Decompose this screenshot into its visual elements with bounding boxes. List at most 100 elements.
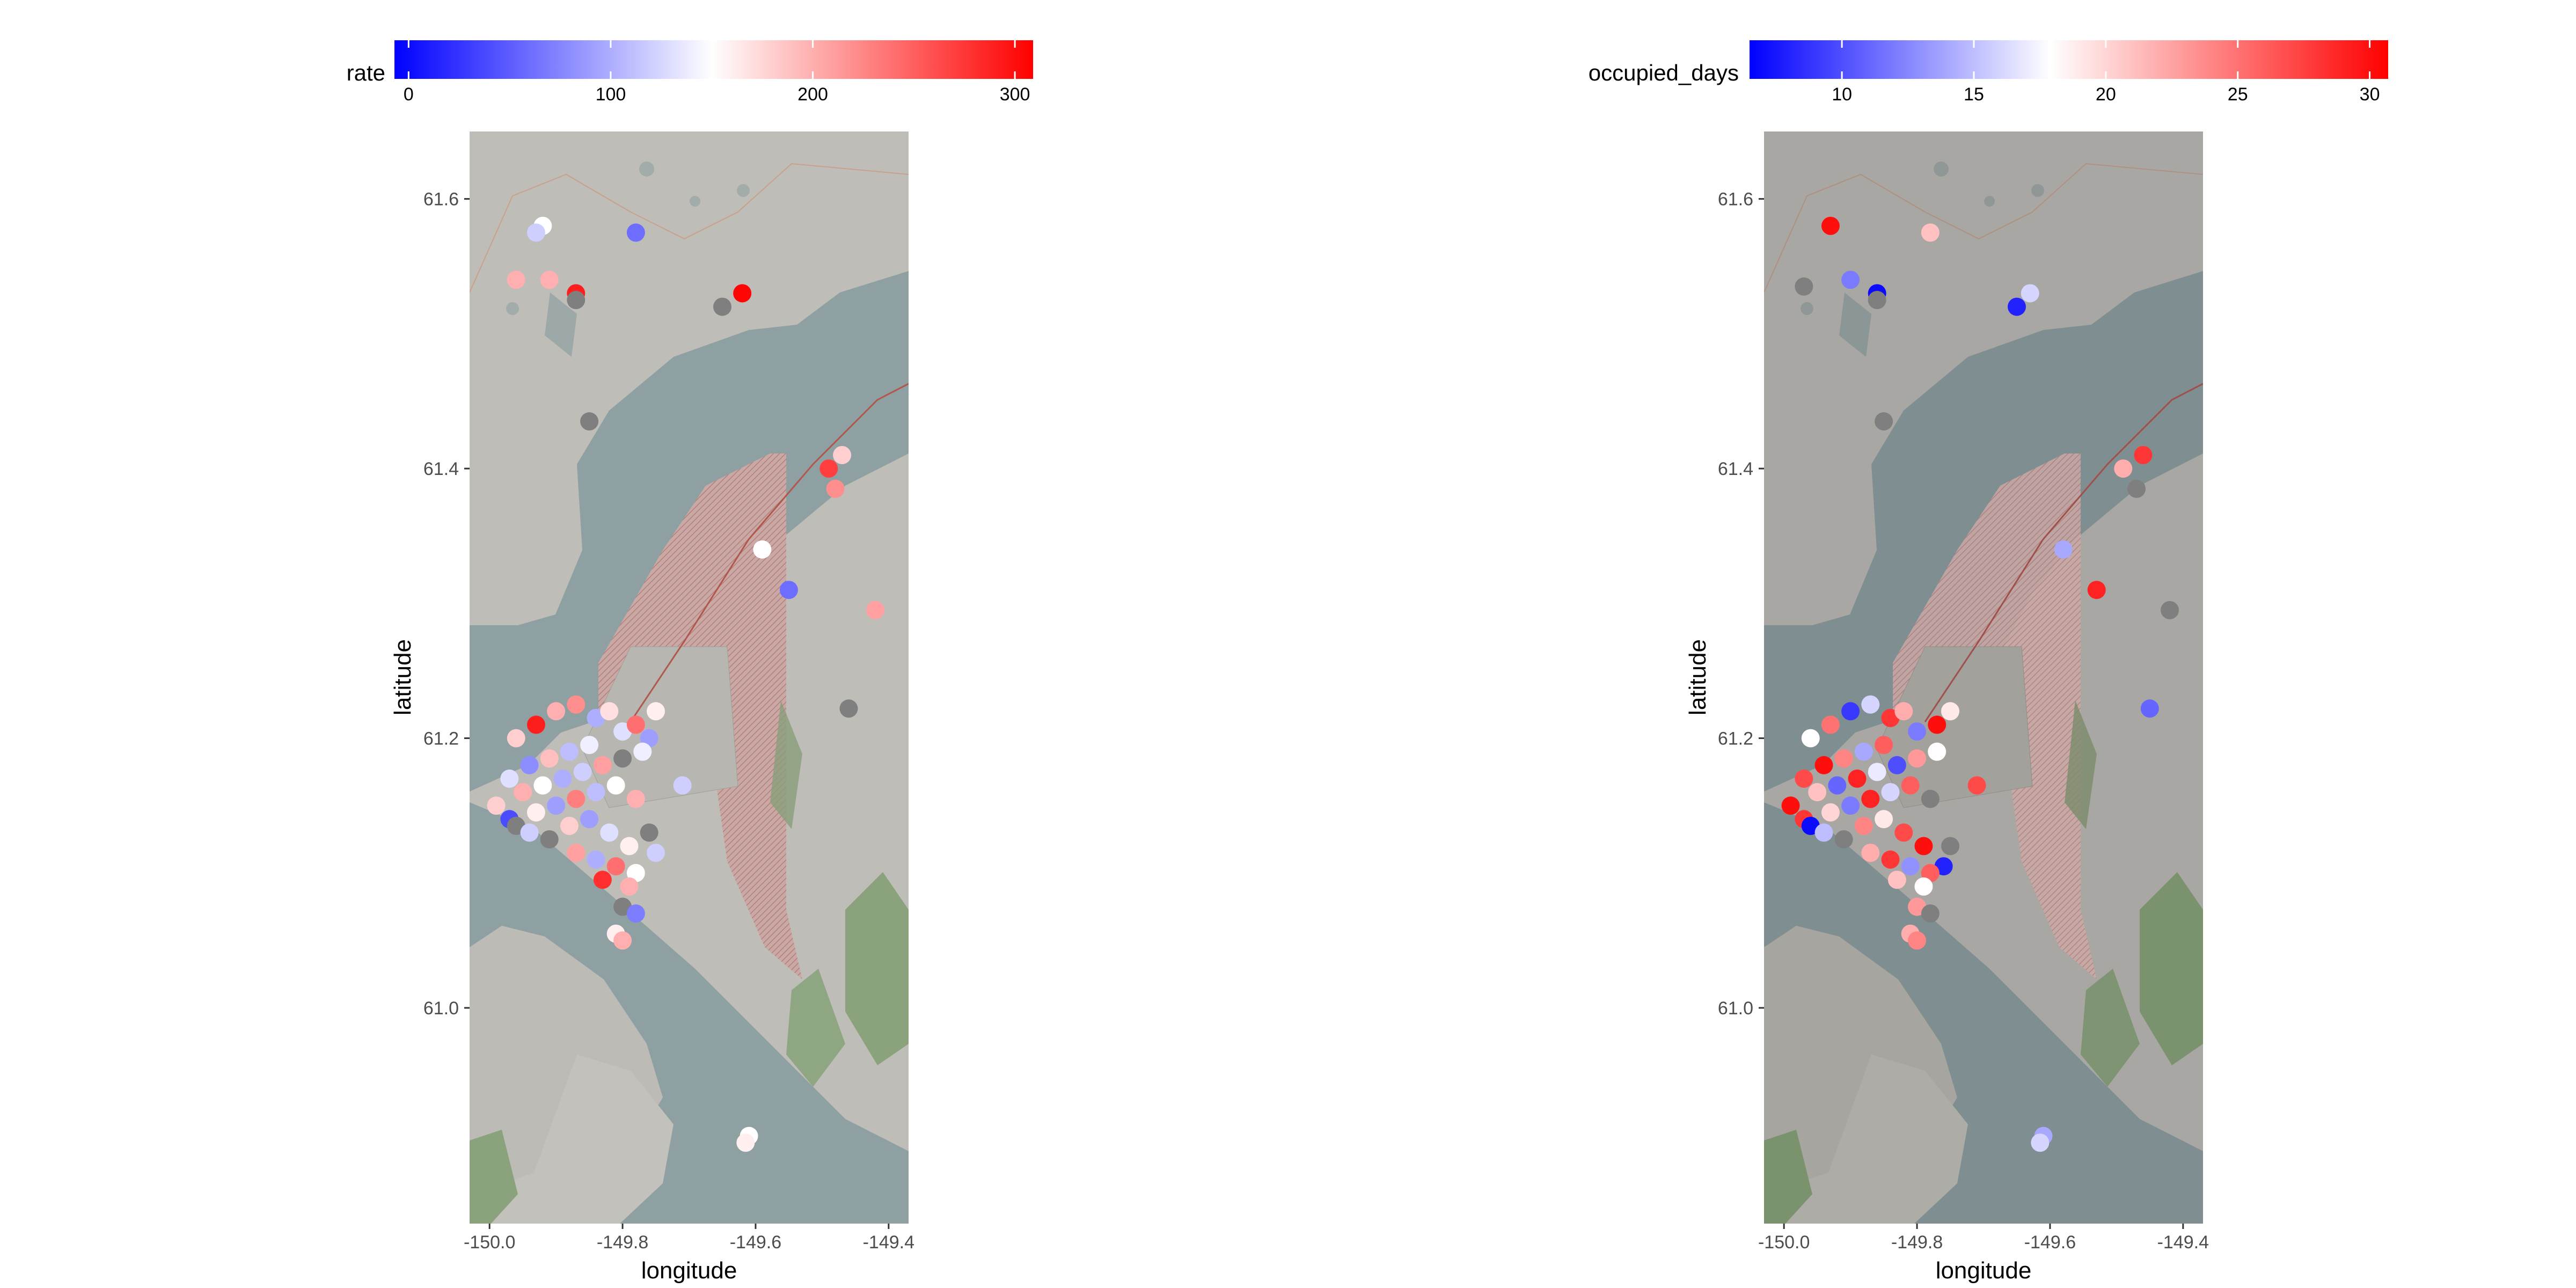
data-point	[2054, 540, 2073, 559]
data-point	[600, 823, 619, 842]
data-point	[1861, 844, 1880, 862]
data-point	[1854, 742, 1873, 761]
scatter-points	[487, 216, 885, 1152]
occupied-days-map-panel: occupied_days 10 15 20 25 30	[1589, 40, 2388, 1284]
data-point	[1901, 776, 1920, 795]
data-point	[2140, 699, 2159, 718]
data-point	[606, 857, 625, 876]
colorbar-legend: occupied_days 10 15 20 25 30	[1589, 40, 2388, 105]
data-point	[567, 695, 586, 714]
data-point	[500, 769, 519, 788]
data-point	[633, 742, 652, 761]
colorbar-ticks: 10 15 20 25 30	[1832, 40, 2380, 105]
data-point	[1894, 702, 1913, 721]
data-point	[520, 823, 539, 842]
data-point	[1821, 803, 1840, 822]
data-point	[526, 715, 545, 734]
x-axis-label: longitude	[641, 1257, 737, 1284]
data-point	[620, 877, 639, 896]
data-point	[553, 769, 572, 788]
data-point	[1881, 850, 1900, 869]
data-point	[1928, 715, 1946, 734]
y-axis-label: latitude	[1685, 639, 1711, 715]
data-point	[626, 863, 645, 882]
data-point	[1848, 769, 1867, 788]
x-tick-label: -149.8	[1891, 1232, 1943, 1253]
data-point	[580, 736, 599, 755]
colorbar-tick-label: 10	[1832, 84, 1852, 105]
data-point	[2114, 459, 2133, 478]
data-point	[640, 823, 658, 842]
data-point	[2087, 581, 2106, 599]
data-point	[1861, 695, 1880, 714]
data-point	[1821, 216, 1840, 235]
data-point	[713, 297, 731, 316]
data-point	[1781, 796, 1800, 815]
data-point	[826, 479, 845, 498]
colorbar-tick-label: 200	[797, 84, 828, 105]
data-point	[1854, 816, 1873, 835]
data-point	[1814, 823, 1833, 842]
data-point	[626, 223, 645, 242]
y-ticks: 61.0 61.2 61.4 61.6	[423, 189, 470, 1019]
x-axis: -150.0 -149.8 -149.6 -149.4 longitude	[464, 1224, 914, 1284]
data-point	[540, 749, 559, 768]
data-point	[2127, 479, 2146, 498]
colorbar-tick-label: 20	[2096, 84, 2116, 105]
colorbar-tick-label: 30	[2360, 84, 2380, 105]
colorbar-tick-label: 25	[2228, 84, 2248, 105]
y-axis-label: latitude	[390, 639, 416, 715]
data-point	[580, 412, 599, 431]
y-tick-label: 61.0	[423, 998, 459, 1019]
y-axis: 61.0 61.2 61.4 61.6 latitude	[1685, 189, 1764, 1019]
data-point	[1887, 756, 1906, 774]
x-tick-label: -149.4	[2157, 1232, 2209, 1253]
data-point	[626, 715, 645, 734]
data-point	[1928, 742, 1946, 761]
data-point	[593, 870, 612, 889]
data-point	[1801, 729, 1820, 748]
x-tick-label: -149.6	[2024, 1232, 2076, 1253]
colorbar-tick-label: 0	[404, 84, 414, 105]
x-axis: -150.0 -149.8 -149.6 -149.4 longitude	[1758, 1224, 2209, 1284]
data-point	[487, 796, 506, 815]
data-point	[613, 749, 632, 768]
y-tick-label: 61.6	[423, 189, 459, 210]
colorbar-ticks: 0 100 200 300	[404, 40, 1030, 105]
data-point	[613, 931, 632, 950]
colorbar-tick-label: 300	[1000, 84, 1030, 105]
x-axis-label: longitude	[1936, 1257, 2032, 1284]
data-point	[2161, 601, 2179, 619]
y-tick-label: 61.2	[1718, 729, 1753, 749]
colorbar-tick-label: 100	[596, 84, 626, 105]
data-point	[1941, 702, 1960, 721]
data-point	[1921, 789, 1940, 808]
colorbar-tick-label: 15	[1964, 84, 1984, 105]
data-point	[567, 789, 586, 808]
data-point	[647, 844, 665, 862]
data-point	[1887, 870, 1906, 889]
data-point	[1861, 789, 1880, 808]
data-point	[520, 756, 539, 774]
data-point	[1875, 810, 1893, 829]
data-point	[526, 803, 545, 822]
data-point	[1875, 412, 1893, 431]
data-point	[507, 729, 525, 748]
data-point	[1921, 863, 1940, 882]
y-ticks: 61.0 61.2 61.4 61.6	[1718, 189, 1764, 1019]
data-point	[560, 742, 579, 761]
data-point	[753, 540, 772, 559]
colorbar-legend: rate 0 100 200 300	[347, 40, 1033, 105]
data-point	[587, 783, 605, 802]
data-point	[1881, 783, 1900, 802]
data-point	[1795, 769, 1813, 788]
data-point	[1908, 931, 1927, 950]
y-axis: 61.0 61.2 61.4 61.6 latitude	[390, 189, 470, 1019]
data-point	[540, 270, 559, 289]
data-point	[1894, 823, 1913, 842]
data-point	[1841, 270, 1860, 289]
data-point	[647, 702, 665, 721]
data-point	[1814, 756, 1833, 774]
data-point	[1868, 763, 1886, 781]
data-point	[640, 729, 658, 748]
